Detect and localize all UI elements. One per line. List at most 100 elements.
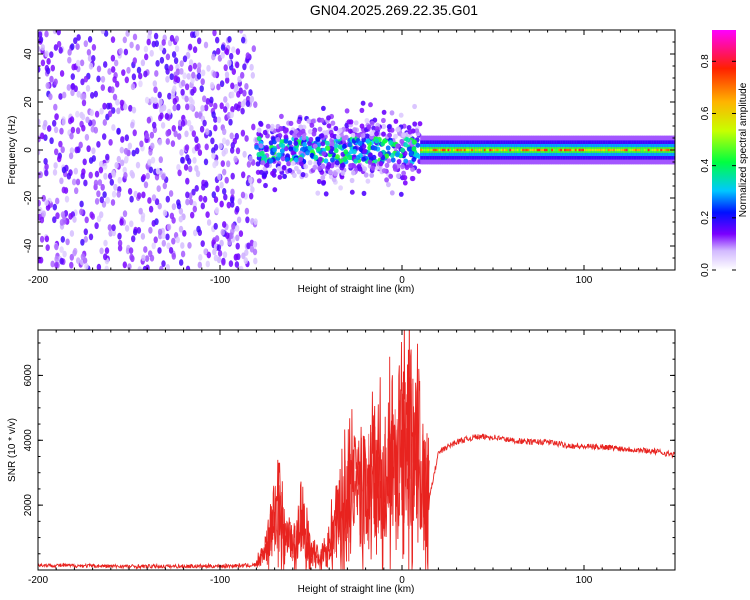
spectrogram-cell — [445, 148, 448, 152]
spectrogram-cell — [384, 153, 390, 159]
spectrogram-cell — [144, 255, 150, 262]
spectrogram-cell — [547, 148, 550, 152]
spectrogram-cell — [411, 156, 417, 162]
spectrogram-cell — [161, 232, 166, 240]
spectrogram-cell — [230, 91, 235, 99]
spectrogram-cell — [482, 148, 485, 152]
spectrogram-cell — [152, 121, 157, 129]
spectrogram-cell — [53, 78, 58, 86]
spectrogram-cell — [312, 164, 318, 171]
spectrogram-cell — [220, 160, 225, 168]
spectrogram-cell — [662, 148, 665, 152]
spectrogram-cell — [245, 216, 250, 224]
spectrogram-cell — [607, 148, 610, 152]
spectrogram-cell — [312, 143, 318, 149]
spectrogram-cell — [129, 253, 134, 261]
spectrogram-cell — [174, 45, 180, 53]
spectrogram-cell — [585, 148, 589, 152]
spectrogram-cell — [265, 123, 271, 129]
spectrogram-cell — [87, 54, 93, 62]
spectrogram-cell — [249, 192, 254, 200]
spectrogram-cell — [81, 168, 86, 176]
spectrogram-cell — [38, 199, 41, 207]
spectrogram-cell — [245, 52, 250, 60]
spectrogram-cell — [102, 119, 108, 126]
spectrogram-cell — [422, 148, 425, 152]
spectrogram-cell — [509, 148, 512, 152]
spectrogram-cell — [569, 148, 572, 152]
spectrogram-cell — [340, 170, 346, 176]
spectrogram-cell — [199, 85, 204, 93]
spectrogram-cell — [60, 146, 65, 154]
spectrogram-cell — [335, 134, 341, 140]
spectrogram-cell — [388, 173, 394, 179]
spectrogram-cell — [386, 158, 392, 164]
spectrogram-cell — [307, 140, 312, 146]
spectrogram-cell — [112, 76, 117, 83]
spectrogram-cell — [374, 126, 380, 132]
spectrogram-cell — [440, 148, 443, 152]
spectrogram-cell — [167, 92, 172, 100]
spectrogram-cell — [330, 157, 335, 163]
spectrogram-cell — [182, 72, 187, 80]
spectrogram-cell — [206, 219, 212, 226]
spectrogram-cell — [194, 144, 199, 152]
spectrogram-cell — [230, 188, 235, 196]
spectrogram-cell — [168, 247, 174, 254]
spectrogram-cell — [416, 168, 422, 174]
spectrogram-cell — [226, 201, 231, 209]
spectrogram-cell — [513, 148, 516, 152]
spectrogram-cell — [213, 124, 218, 132]
spectrogram-cell — [353, 158, 359, 164]
spectrogram-cell — [104, 265, 109, 270]
spectrogram-cell — [94, 198, 100, 205]
colorbar-tick-label: 0.2 — [700, 210, 711, 224]
spectrogram-cell — [38, 45, 41, 53]
spectrogram-cell — [103, 61, 108, 68]
spectrogram-cell — [53, 103, 58, 111]
spectrogram-cell — [309, 122, 315, 128]
spectrogram-cell — [667, 148, 670, 152]
spectrogram-cell — [420, 148, 423, 152]
spectrogram-cell — [157, 202, 162, 210]
spectrogram-cell — [489, 148, 492, 152]
spectrogram-cell — [239, 265, 244, 270]
spectrogram-cell — [122, 261, 128, 269]
spectrogram-cell — [49, 75, 54, 83]
spectrogram-cell — [596, 148, 599, 152]
spectrogram-cell — [467, 148, 470, 152]
spectrogram-cell — [73, 37, 78, 45]
spectrogram-cell — [371, 154, 377, 160]
spectrogram-cell — [187, 242, 192, 249]
spectrogram-cell — [211, 152, 216, 160]
spectrogram-cell — [312, 128, 318, 134]
spectrogram-cell — [124, 76, 129, 84]
spectrogram-cell — [186, 73, 191, 80]
spectrogram-cell — [118, 47, 123, 55]
spectrogram-cell — [53, 126, 59, 134]
spectrogram-cell — [100, 183, 105, 191]
spectrogram-cell — [158, 98, 163, 106]
spectrogram-cell — [195, 170, 201, 178]
spectrogram-cell — [342, 156, 348, 162]
spectrogram-cell — [395, 173, 401, 179]
spectrogram-cell — [235, 224, 240, 232]
spectrogram-cell — [61, 186, 66, 194]
spectrogram-cell — [402, 180, 408, 186]
spectrogram-cell — [381, 168, 387, 174]
spectrogram-cell — [124, 225, 130, 232]
spectrogram-cell — [362, 166, 368, 172]
spectrogram-cell — [473, 148, 476, 152]
spectrogram-cell — [61, 118, 66, 126]
spectrogram-cell — [96, 141, 101, 148]
spectrogram-cell — [350, 170, 356, 176]
spectrogram-cell — [279, 148, 285, 154]
spectrogram-cell — [94, 170, 100, 178]
spectrogram-cell — [333, 143, 339, 149]
spectrogram-cell — [377, 152, 383, 158]
spectrogram-cell — [400, 147, 405, 153]
spectrogram-cell — [79, 59, 85, 67]
spectrogram-cell — [70, 126, 76, 134]
spectrogram-cell — [259, 150, 265, 156]
spectrogram-cell — [401, 132, 406, 138]
